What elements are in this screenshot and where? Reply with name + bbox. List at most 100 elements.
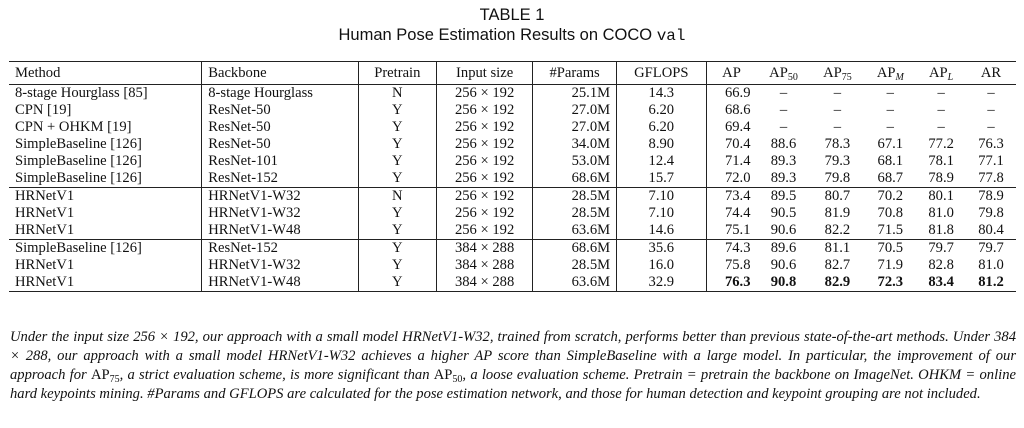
table-cell: 70.4 (724, 136, 751, 152)
table-cell: 70.2 (864, 187, 917, 205)
table-cell: 83.4 (916, 274, 967, 292)
table-cell: HRNetV1 (9, 274, 203, 292)
table-cell: Y (358, 257, 438, 274)
table-cell: 8-stage Hourglass [85] (9, 84, 203, 102)
table-cell: 82.8 (928, 257, 954, 273)
results-table: Method Backbone Pretrain Input size #Params G… (9, 61, 1016, 292)
table-cell: 81.1 (810, 239, 865, 257)
table-cell: 7.10 (616, 205, 707, 222)
table-cell: Y (358, 136, 438, 153)
table-cell: 81.9 (824, 205, 851, 221)
table-cell: – (833, 102, 842, 118)
table-row: HRNetV1 HRNetV1-W32 Y 384 × 288 28.5M 16.0 75.… (9, 257, 1016, 274)
table-cell: 76.3 (978, 136, 1004, 152)
table-row: SimpleBaseline [126] ResNet-50 Y 256 × 192 3… (9, 136, 1016, 153)
table-title-mono: val (656, 27, 686, 45)
table-cell: 79.7 (966, 239, 1016, 257)
table-cell: 74.3 (706, 239, 757, 257)
table-cell: 256 × 192 (436, 222, 534, 240)
note-metric-subscript: 50 (452, 374, 463, 385)
table-cell: 68.6M (532, 239, 618, 257)
header-text: Method (15, 65, 61, 81)
header-subscript: 50 (787, 72, 798, 83)
header-cell: APL (916, 61, 967, 85)
header-text: #Params (549, 65, 600, 81)
table-cell: 89.6 (756, 239, 811, 257)
table-cell: ResNet-152 (201, 170, 359, 188)
table-cell: 68.7 (877, 170, 904, 186)
table-label: TABLE 1 (479, 6, 545, 24)
note-metric: AP50 (433, 367, 463, 385)
header-cell: GFLOPS (616, 61, 707, 85)
table-cell: Y (358, 205, 438, 222)
table-cell: 81.8 (928, 222, 954, 238)
table-cell: – (886, 85, 894, 101)
table-cell: HRNetV1-W48 (201, 222, 359, 240)
table-cell: 71.9 (877, 257, 904, 273)
table-row: HRNetV1 HRNetV1-W32 Y 256 × 192 28.5M 7.10 74.… (9, 205, 1016, 222)
header-text: AP (769, 65, 788, 81)
table-cell: 78.9 (928, 170, 954, 186)
table-cell: 89.3 (770, 170, 797, 186)
table-cell: 6.20 (616, 102, 707, 119)
table-cell: 14.6 (616, 222, 707, 240)
table-cell: SimpleBaseline [126] (9, 136, 203, 153)
table-cell: 75.8 (724, 257, 751, 273)
header-subscript: L (947, 72, 954, 83)
table-cell: ResNet-152 (201, 239, 359, 257)
table-cell: – (886, 119, 894, 135)
table-cell: 77.8 (978, 170, 1004, 186)
table-cell: 80.7 (810, 187, 865, 205)
table-note: Under the input size 256 × 192, our appr… (10, 329, 1016, 402)
table-cell: 80.1 (916, 187, 967, 205)
table-cell: HRNetV1 (9, 257, 203, 274)
table-cell: – (779, 102, 788, 118)
table-cell: – (886, 102, 894, 118)
table-cell: 71.4 (724, 153, 751, 169)
table-title: Human Pose Estimation Results on COCO va… (0, 25, 1024, 46)
table-cell: 27.0M (532, 102, 618, 119)
table-cell: 89.3 (770, 153, 797, 169)
table-header-row: Method Backbone Pretrain Input size #Params G… (9, 61, 1016, 85)
table-cell: Y (358, 222, 438, 240)
table-cell: 72.0 (724, 170, 751, 186)
table-cell: 256 × 192 (436, 205, 534, 222)
table-cell: 256 × 192 (436, 84, 534, 102)
table-cell: – (987, 119, 995, 135)
table-cell: HRNetV1 (9, 187, 203, 205)
table-cell: 28.5M (532, 257, 618, 274)
table-cell: Y (358, 153, 438, 170)
header-cell: Pretrain (358, 61, 438, 85)
table-cell: 79.8 (978, 205, 1004, 221)
header-text: Input size (456, 65, 514, 81)
table-cell: 79.7 (916, 239, 967, 257)
table-body: 8-stage Hourglass [85] 8-stage Hourglass N… (9, 84, 1016, 292)
header-cell: Input size (436, 61, 534, 85)
table-cell: 384 × 288 (436, 239, 534, 257)
table-cell: 79.3 (824, 153, 851, 169)
table-cell: – (987, 85, 995, 101)
table-cell: 72.3 (864, 274, 917, 292)
table-cell: 12.4 (616, 153, 707, 170)
table-row: SimpleBaseline [126] ResNet-152 Y 384 × 288… (9, 239, 1016, 257)
table-cell: 81.0 (928, 205, 954, 221)
table-cell: 8.90 (616, 136, 707, 153)
table-row: SimpleBaseline [126] ResNet-101 Y 256 × 192… (9, 153, 1016, 170)
table-cell: N (358, 187, 438, 205)
table-cell: 82.7 (824, 257, 851, 273)
table-cell: 76.3 (706, 274, 757, 292)
header-subscript: M (895, 72, 904, 83)
table-cell: 90.6 (770, 222, 797, 238)
table-cell: 28.5M (532, 187, 618, 205)
table-cell: SimpleBaseline [126] (9, 153, 203, 170)
table-row: CPN + OHKM [19] ResNet-50 Y 256 × 192 27.0M 6… (9, 119, 1016, 136)
table-cell: 16.0 (616, 257, 707, 274)
header-cell: AP (706, 61, 757, 85)
note-metric-subscript: 75 (109, 374, 120, 385)
table-cell: 78.3 (824, 136, 851, 152)
table-cell: 63.6M (532, 222, 618, 240)
table-row: SimpleBaseline [126] ResNet-152 Y 256 × 192… (9, 170, 1016, 188)
table-title-text: Human Pose Estimation Results on COCO (338, 26, 657, 44)
table-cell: 7.10 (616, 187, 707, 205)
table-cell: HRNetV1-W32 (201, 257, 359, 274)
